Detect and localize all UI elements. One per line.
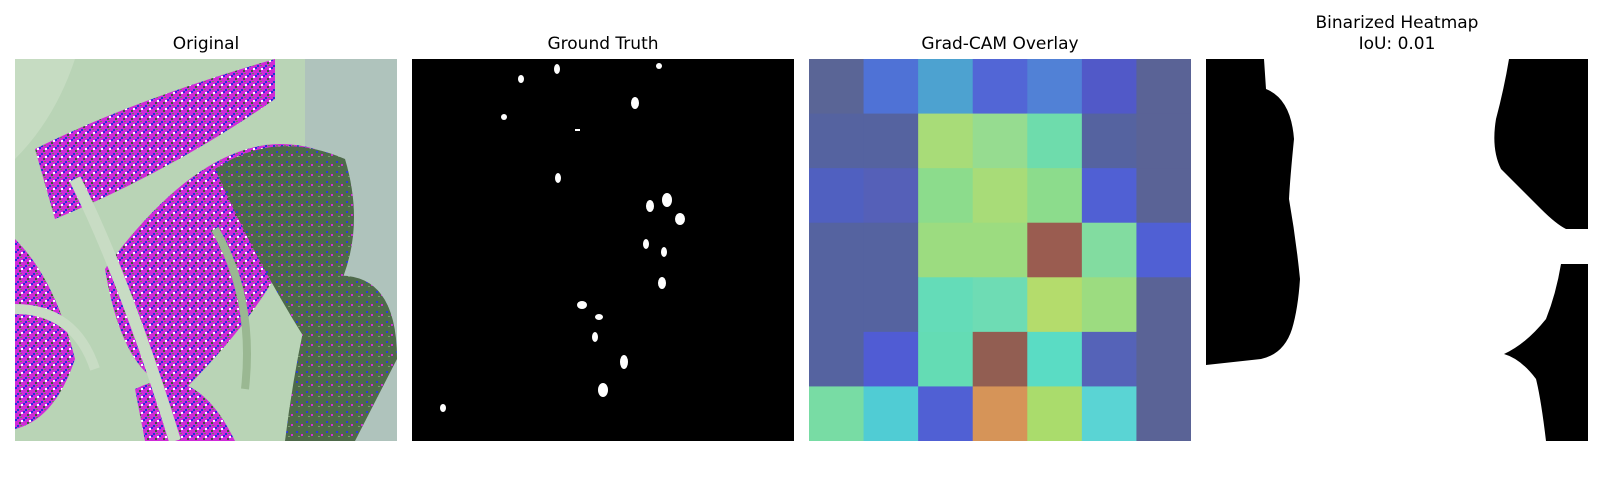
gradcam-cell [918, 59, 974, 115]
gradcam-cell [1081, 59, 1137, 115]
gradcam-cell [1136, 277, 1191, 333]
gradcam-cell [972, 222, 1028, 278]
gradcam-cell [809, 331, 865, 387]
gradcam-grid-svg [809, 59, 1191, 441]
gradcam-cell [1081, 331, 1137, 387]
gradcam-cell [1081, 386, 1137, 441]
gradcam-cell [972, 386, 1028, 441]
gradcam-cell [809, 168, 865, 224]
gradcam-cell [1027, 222, 1083, 278]
gradcam-cell [1136, 386, 1191, 441]
gradcam-cell [863, 222, 919, 278]
gradcam-cell [918, 386, 974, 441]
gradcam-cell [809, 222, 865, 278]
gradcam-cell [1027, 277, 1083, 333]
gradcam-cell [972, 168, 1028, 224]
gradcam-cell [1081, 222, 1137, 278]
ground-truth-svg [412, 59, 794, 441]
gradcam-cell [1136, 331, 1191, 387]
ground-truth-mask [412, 59, 794, 441]
gradcam-cell [972, 277, 1028, 333]
gradcam-cell [863, 113, 919, 169]
binarized-heatmap-svg [1206, 59, 1588, 441]
gradcam-cell [809, 277, 865, 333]
binarized-title: Binarized Heatmap IoU: 0.01 [1206, 13, 1588, 55]
gradcam-cell [972, 59, 1028, 115]
gradcam-cell [918, 331, 974, 387]
gradcam-title: Grad-CAM Overlay [921, 34, 1079, 54]
gradcam-cell [809, 386, 865, 441]
gradcam-cell [863, 168, 919, 224]
original-image-svg [15, 59, 397, 441]
gradcam-cell [918, 113, 974, 169]
gradcam-cell [1027, 331, 1083, 387]
gradcam-cell [809, 59, 865, 115]
gradcam-cell [972, 331, 1028, 387]
gradcam-cell [972, 113, 1028, 169]
gradcam-cell [1027, 59, 1083, 115]
original-image [15, 59, 397, 441]
original-title: Original [172, 34, 240, 54]
gradcam-cell [863, 386, 919, 441]
gradcam-cell [1136, 168, 1191, 224]
gradcam-cell [918, 168, 974, 224]
gradcam-cell [1027, 113, 1083, 169]
gradcam-cell [1081, 113, 1137, 169]
gradcam-overlay [809, 59, 1191, 441]
left-black-region [1206, 59, 1300, 365]
gradcam-cell [1081, 277, 1137, 333]
gradcam-cell [1081, 168, 1137, 224]
gradcam-cell [863, 59, 919, 115]
ground-truth-title: Ground Truth [547, 34, 659, 54]
right-top-black-region [1494, 59, 1588, 229]
gradcam-cell [863, 331, 919, 387]
right-bottom-black-region [1504, 264, 1588, 441]
binarized-heatmap [1206, 59, 1588, 441]
gradcam-cell [1136, 222, 1191, 278]
gradcam-cell [1027, 168, 1083, 224]
gradcam-cell [918, 277, 974, 333]
gradcam-cell [1136, 113, 1191, 169]
gradcam-cell [863, 277, 919, 333]
gradcam-cell [809, 113, 865, 169]
binarized-title-line: Binarized Heatmap [1315, 13, 1479, 33]
gradcam-cell [1027, 386, 1083, 441]
gradcam-cell [918, 222, 974, 278]
gradcam-cell [1136, 59, 1191, 115]
iou-label: IoU: 0.01 [1358, 34, 1436, 54]
